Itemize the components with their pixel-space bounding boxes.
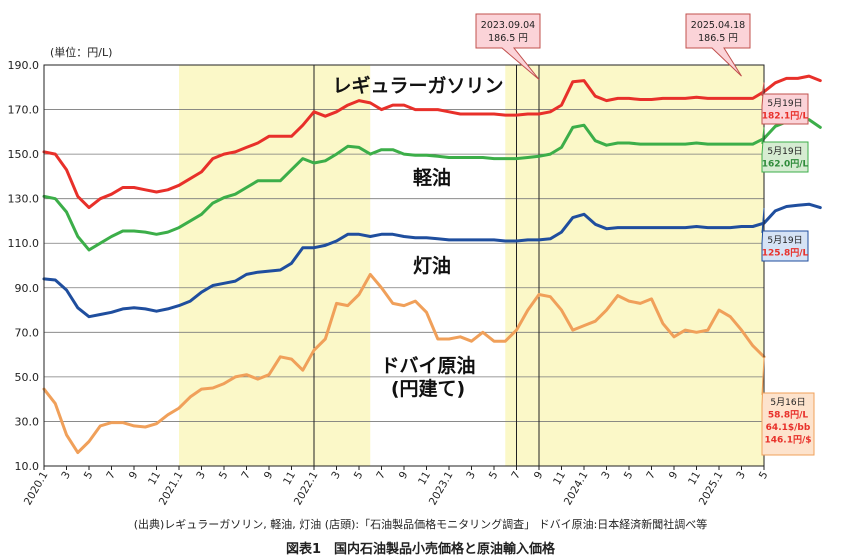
highlight-band (179, 65, 371, 466)
series-line (42, 272, 766, 455)
x-tick-label: 3 (194, 470, 208, 482)
x-tick-label: 11 (686, 470, 703, 488)
peak-callout-value: 186.5 円 (488, 33, 528, 44)
x-tick-label: 9 (667, 470, 681, 482)
series-name-label: 軽油 (413, 167, 451, 189)
x-tick-label: 7 (374, 470, 388, 482)
y-tick-label: 30.0 (15, 415, 40, 428)
series-line (42, 118, 822, 252)
series-line (42, 74, 822, 210)
x-tick-label: 3 (734, 470, 748, 482)
y-tick-label: 50.0 (15, 371, 40, 384)
x-tick-label: 5 (622, 470, 636, 482)
x-tick-label: 2020.1 (22, 470, 51, 508)
y-tick-label: 150.0 (8, 148, 40, 161)
end-callout-text: 5月19日 (767, 235, 802, 246)
peak-callout-value: 186.5 円 (698, 33, 738, 44)
end-callout-text: 125.8円/L (762, 248, 809, 259)
x-tick-label: 11 (416, 470, 433, 488)
x-tick-label: 3 (329, 470, 343, 482)
x-tick-label: 3 (59, 470, 73, 482)
x-tick-label: 9 (532, 470, 546, 482)
y-tick-label: 110.0 (8, 237, 40, 250)
x-tick-label: 5 (217, 470, 231, 482)
x-tick-label: 9 (127, 470, 141, 482)
y-tick-label: 10.0 (15, 460, 40, 473)
x-tick-label: 5 (352, 470, 366, 482)
peak-callout-date: 2023.09.04 (481, 20, 535, 31)
end-callout-text: 5月16日 (770, 397, 805, 408)
peak-callout-box (685, 13, 751, 77)
x-tick-label: 11 (551, 470, 568, 488)
source-note: (出典)レギュラーガソリン, 軽油, 灯油 (店頭):「石油製品価格モニタリング… (133, 518, 708, 531)
x-tick-label: 9 (397, 470, 411, 482)
y-tick-label: 190.0 (8, 59, 40, 72)
end-callout-text: 146.1円/$ (764, 435, 811, 446)
end-callout-box (761, 82, 809, 125)
peak-callout-box (475, 13, 541, 80)
highlight-band (505, 65, 764, 466)
series-name-label: 灯油 (413, 255, 451, 277)
end-callout-box (761, 357, 815, 456)
end-callout-text: 162.0円/L (762, 159, 809, 170)
series-name-label: レギュラーガソリン (332, 75, 503, 97)
series-name-label: (円建て) (391, 377, 465, 400)
x-tick-label: 3 (464, 470, 478, 482)
end-callout-box (761, 207, 809, 262)
x-tick-label: 9 (262, 470, 276, 482)
x-tick-label: 3 (599, 470, 613, 482)
x-tick-label: 5 (82, 470, 96, 482)
series-name-label: ドバイ原油 (380, 355, 475, 377)
x-tick-label: 7 (644, 470, 658, 482)
x-tick-label: 7 (239, 470, 253, 482)
unit-label: (単位：円/L) (50, 45, 112, 59)
end-callout-text: 5月19日 (767, 146, 802, 157)
end-callout-text: 182.1円/L (762, 111, 809, 122)
x-tick-label: 11 (281, 470, 298, 488)
x-tick-label: 5 (757, 470, 771, 482)
end-callout-box (761, 127, 809, 173)
peak-callout-date: 2025.04.18 (691, 20, 745, 31)
x-tick-label: 11 (146, 470, 163, 488)
end-callout-text: 58.8円/L (768, 410, 808, 421)
x-tick-label: 5 (487, 470, 501, 482)
x-tick-label: 7 (104, 470, 118, 482)
series-line (42, 202, 822, 319)
figure-title: 図表1 国内石油製品小売価格と原油輸入価格 (285, 542, 556, 557)
y-tick-label: 170.0 (8, 104, 40, 117)
end-callout-text: 5月19日 (767, 98, 802, 109)
y-tick-label: 90.0 (15, 282, 40, 295)
x-tick-label: 7 (509, 470, 523, 482)
y-tick-label: 130.0 (8, 193, 40, 206)
y-tick-label: 70.0 (15, 326, 40, 339)
end-callout-text: 64.1$/bb (766, 423, 811, 433)
